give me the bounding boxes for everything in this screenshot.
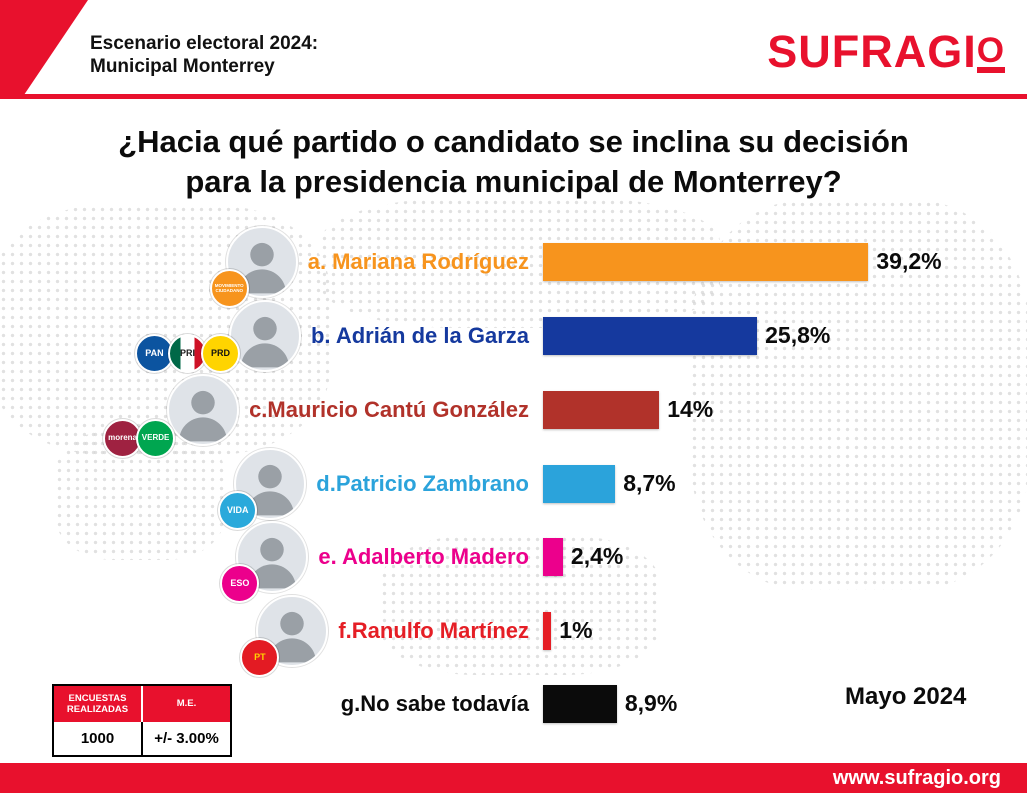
sufragio-logo: SUFRAGIO: [767, 26, 1005, 78]
candidate-photo-wrap: morena VERDE: [103, 374, 240, 458]
footer-url: www.sufragio.org: [832, 766, 1001, 789]
result-value: 1%: [559, 617, 593, 643]
logo-last-letter: O: [976, 33, 1005, 74]
candidate-label: a. Mariana Rodríguez: [307, 249, 529, 274]
person-silhouette-icon: [179, 390, 228, 442]
stats-value-encuestas: 1000: [54, 722, 143, 755]
candidate-photo: [256, 595, 329, 667]
survey-stats-table: ENCUESTAS REALIZADAS M.E. 1000 +/- 3.00%: [52, 684, 232, 757]
stats-header-encuestas: ENCUESTAS REALIZADAS: [54, 686, 143, 722]
candidate-photo-wrap: VIDA: [218, 448, 307, 530]
person-silhouette-icon: [237, 242, 286, 294]
stats-value-me: +/- 3.00%: [154, 730, 219, 747]
page-title: ¿Hacia qué partido o candidato se inclin…: [0, 122, 1027, 202]
result-value: 8,7%: [623, 470, 676, 496]
worldmap-dots-oceania: [380, 535, 660, 675]
corner-accent-shape: [0, 0, 88, 94]
chart-row-mariana-rodriguez: MOVIMIENTO CIUDADANO a. Mariana Rodrígue…: [0, 225, 1027, 308]
candidate-photo-wrap: PAN PRI PRD: [134, 300, 301, 373]
result-bar: [543, 317, 758, 355]
party-badge-prd: PRD: [200, 334, 240, 373]
candidate-photo: [225, 226, 298, 298]
candidate-label: f.Ranulfo Martínez: [338, 618, 529, 643]
candidate-photo: [234, 448, 307, 520]
person-silhouette-icon: [240, 316, 289, 368]
candidate-photo-wrap: MOVIMIENTO CIUDADANO: [209, 226, 298, 308]
chart-row-no-sabe: g.No sabe todavía 8,9%: [0, 667, 1027, 741]
result-bar: [543, 685, 617, 723]
party-badge-eso: ESO: [220, 564, 260, 603]
candidate-photo: [167, 374, 240, 446]
candidate-label: c.Mauricio Cantú González: [249, 397, 529, 422]
result-bar: [543, 538, 563, 576]
chart-row-patricio-zambrano: VIDA d.Patricio Zambrano 8,7%: [0, 447, 1027, 530]
title-line1: ¿Hacia qué partido o candidato se inclin…: [118, 124, 909, 159]
survey-date: Mayo 2024: [845, 683, 967, 710]
header-subtitle-line2: Municipal Monterrey: [90, 56, 275, 77]
candidate-label: b. Adrián de la Garza: [310, 323, 529, 348]
person-silhouette-icon: [248, 537, 297, 589]
party-badge-vida: VIDA: [218, 491, 258, 530]
header-divider: [0, 94, 1027, 99]
candidate-photo: [228, 300, 301, 372]
footer-bar: www.sufragio.org: [0, 763, 1027, 793]
result-bar: [543, 391, 660, 429]
party-badge-pt: PT: [240, 638, 280, 677]
person-silhouette-icon: [268, 611, 317, 663]
party-badge-pri: PRI: [167, 334, 207, 373]
result-value: 2,4%: [570, 543, 624, 569]
worldmap-dots-southamerica: [55, 430, 225, 560]
result-value: 8,9%: [624, 690, 678, 716]
title-line2: para la presidencia municipal de Monterr…: [185, 164, 842, 199]
result-value: 14%: [667, 396, 714, 422]
party-badge-partido-verde: VERDE: [136, 419, 176, 458]
header-subtitle: Escenario electoral 2024: Municipal Mont…: [90, 32, 318, 78]
party-badge-movimiento-ciudadano: MOVIMIENTO CIUDADANO: [209, 269, 249, 308]
logo-text: SUFRAGI: [767, 26, 977, 77]
header-subtitle-line1: Escenario electoral 2024:: [90, 33, 319, 54]
result-bar: [543, 243, 869, 281]
candidate-label: e. Adalberto Madero: [318, 544, 529, 569]
result-bar: [543, 612, 552, 650]
person-silhouette-icon: [246, 464, 295, 516]
party-badge-pan: PAN: [134, 334, 174, 373]
chart-row-adalberto-madero: ESO e. Adalberto Madero 2,4%: [0, 520, 1027, 603]
candidate-photo-wrap: PT: [240, 595, 329, 677]
party-badge-morena: morena: [103, 419, 143, 458]
stats-header-me: M.E.: [176, 698, 197, 710]
candidate-photo-wrap: ESO: [220, 521, 309, 603]
result-value: 39,2%: [876, 248, 942, 274]
chart-row-adrian-de-la-garza: PAN PRI PRD b. Adrián de la Garza 25,8%: [0, 299, 1027, 373]
result-bar: [543, 465, 616, 503]
chart-row-ranulfo-martinez: PT f.Ranulfo Martínez 1%: [0, 594, 1027, 677]
candidate-label: g.No sabe todavía: [340, 691, 529, 716]
result-value: 25,8%: [765, 322, 831, 348]
candidate-label: d.Patricio Zambrano: [316, 471, 529, 496]
chart-row-mauricio-cantu: morena VERDE c.Mauricio Cantú González 1…: [0, 373, 1027, 458]
